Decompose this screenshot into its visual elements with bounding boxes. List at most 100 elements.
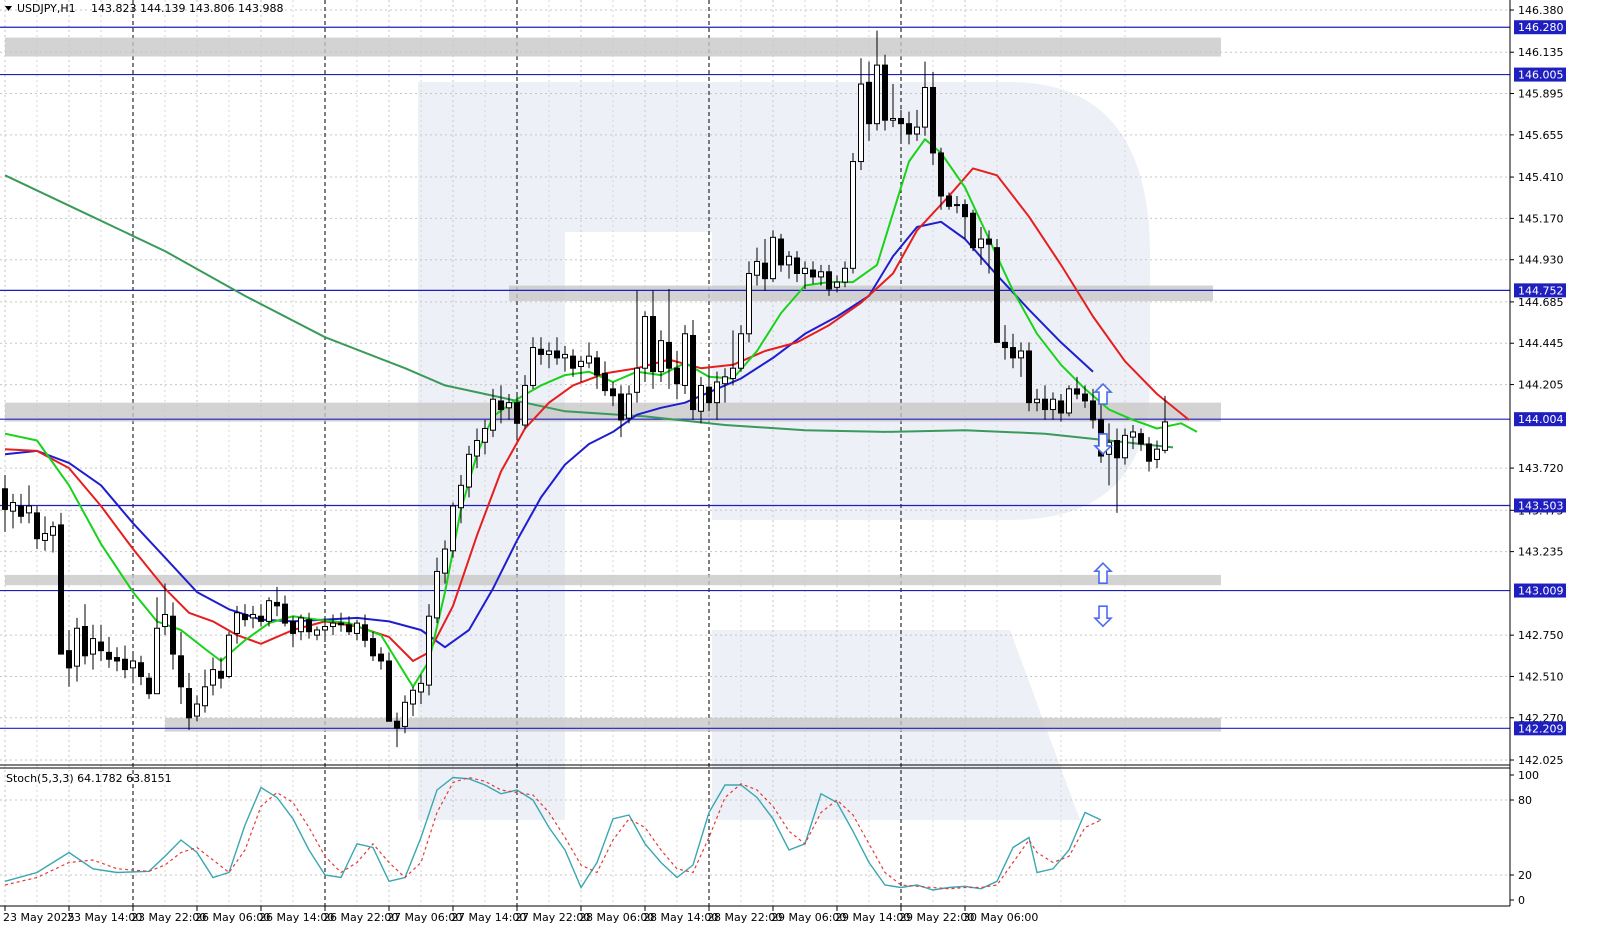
candle-bull xyxy=(410,689,416,705)
candle-bull xyxy=(314,629,320,636)
candle-bear xyxy=(82,626,88,657)
symbol-label: USDJPY,H1 xyxy=(17,2,76,15)
candle-bear xyxy=(866,81,872,125)
candle-bull xyxy=(42,533,48,541)
candle-bull xyxy=(522,384,528,426)
candle-bull xyxy=(26,505,32,514)
candle-bear xyxy=(34,512,40,540)
time-tick-label: 27 May 22:00 xyxy=(515,911,590,924)
level-badge xyxy=(1514,721,1566,736)
stochastic-panel: 100 80 20 0 xyxy=(0,769,1539,907)
candle-bear xyxy=(906,123,912,135)
stoch-tick-label: 20 xyxy=(1518,869,1532,882)
candle-bear xyxy=(98,641,104,652)
time-tick-label: 28 May 22:00 xyxy=(707,911,782,924)
candle-bull xyxy=(202,686,208,707)
ma-red-line xyxy=(4,167,1190,662)
candle-bear xyxy=(362,624,368,641)
price-tick-label: 145.895 xyxy=(1518,88,1564,101)
candle-bull xyxy=(434,570,440,619)
candle-bull xyxy=(210,669,216,686)
stoch-tick-label: 80 xyxy=(1518,794,1532,807)
candle-bear xyxy=(178,655,184,688)
candle-bear xyxy=(706,386,712,404)
candle-bull xyxy=(1130,431,1136,438)
candle-bear xyxy=(498,400,504,411)
candle-bear xyxy=(1114,440,1120,459)
candle-bull xyxy=(10,502,16,512)
candle-bear xyxy=(538,348,544,355)
level-badge-label: 143.009 xyxy=(1518,585,1564,598)
candle-bull xyxy=(754,260,760,276)
candle-bear xyxy=(306,619,312,633)
candle-bull xyxy=(714,381,720,404)
candle-bear xyxy=(970,212,976,249)
price-tick-label: 143.720 xyxy=(1518,462,1564,475)
level-badge-label: 144.004 xyxy=(1518,413,1564,426)
candle-bull xyxy=(234,612,240,634)
candle-bear xyxy=(986,238,992,245)
triangle-down-icon[interactable] xyxy=(5,6,12,11)
time-tick-label: 29 May 14:00 xyxy=(835,911,910,924)
candle-bear xyxy=(610,388,616,397)
candle-bull xyxy=(890,117,896,121)
zone-band xyxy=(5,402,1221,422)
candle-bear xyxy=(394,720,400,729)
ohlc-values: 143.823 144.139 143.806 143.988 xyxy=(91,2,283,15)
candle-bull xyxy=(1066,388,1072,414)
candle-bear xyxy=(794,257,800,274)
candle-bear xyxy=(898,117,904,125)
candle-bull xyxy=(298,617,304,633)
stoch-tick-label: 100 xyxy=(1518,769,1539,782)
candle-bear xyxy=(946,195,952,207)
price-tick-label: 144.205 xyxy=(1518,379,1564,392)
candle-bear xyxy=(810,269,816,278)
candle-bear xyxy=(346,624,352,633)
candle-bull xyxy=(226,634,232,677)
candle-bear xyxy=(1146,443,1152,462)
candle-bear xyxy=(826,271,832,290)
time-tick-label: 26 May 22:00 xyxy=(323,911,398,924)
candle-bear xyxy=(882,64,888,121)
candle-bull xyxy=(154,627,160,695)
candle-bear xyxy=(1002,341,1008,349)
candle-bull xyxy=(194,703,200,717)
chart-header: USDJPY,H1 143.823 144.139 143.806 143.98… xyxy=(5,2,283,15)
candle-bear xyxy=(762,262,768,280)
candle-bull xyxy=(466,453,472,488)
candle-bull xyxy=(482,427,488,443)
candle-bull xyxy=(722,376,728,385)
stoch-main-line xyxy=(4,776,1102,891)
time-tick-label: 29 May 06:00 xyxy=(771,911,846,924)
time-tick-label: 23 May 14:00 xyxy=(67,911,142,924)
candle-bull xyxy=(250,613,256,619)
candle-bear xyxy=(146,677,152,695)
level-badge-label: 144.752 xyxy=(1518,284,1564,297)
candle-bull xyxy=(90,638,96,655)
stoch-tick-label: 0 xyxy=(1518,894,1525,907)
candle-bull xyxy=(450,505,456,552)
candle-bear xyxy=(650,316,656,373)
candle-bear xyxy=(1058,400,1064,414)
time-tick-label: 26 May 06:00 xyxy=(195,911,270,924)
candle-bull xyxy=(682,333,688,386)
candle-bear xyxy=(514,402,520,424)
candle-bear xyxy=(1074,388,1080,395)
price-axis: 146.380 146.135 145.895 145.655 145.410 145.1… xyxy=(1509,0,1566,906)
direction-arrows xyxy=(1093,382,1113,628)
price-tick-label: 144.930 xyxy=(1518,254,1564,267)
time-tick-label: 23 May 22:00 xyxy=(131,911,206,924)
candle-bull xyxy=(1034,398,1040,404)
candle-bear xyxy=(186,688,192,719)
candle-bull xyxy=(698,384,704,412)
candle-bull xyxy=(402,701,408,727)
candle-bull xyxy=(74,627,80,667)
candle-bear xyxy=(290,620,296,634)
candle-bear xyxy=(930,86,936,154)
level-badge xyxy=(1514,498,1566,513)
candle-bear xyxy=(258,615,264,622)
candle-bear xyxy=(1090,400,1096,421)
stoch-header: Stoch(5,3,3) 64.1782 63.8151 xyxy=(6,772,172,785)
price-tick-label: 144.445 xyxy=(1518,337,1564,350)
